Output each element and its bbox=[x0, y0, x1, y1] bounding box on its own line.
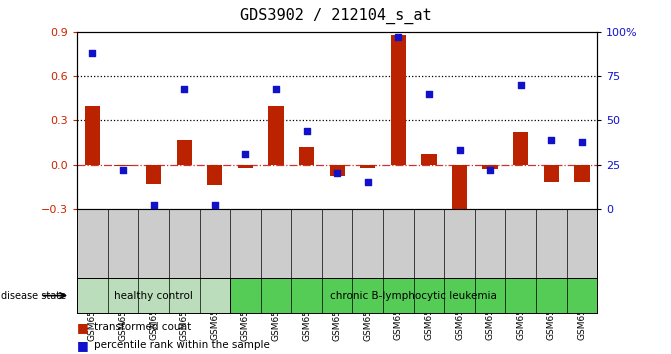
Text: percentile rank within the sample: percentile rank within the sample bbox=[94, 340, 270, 350]
Bar bbox=[513, 132, 528, 165]
Point bbox=[179, 86, 190, 91]
Bar bbox=[421, 154, 437, 165]
Text: transformed count: transformed count bbox=[94, 322, 191, 332]
Point bbox=[117, 167, 128, 173]
Bar bbox=[176, 139, 192, 165]
Point bbox=[301, 128, 312, 134]
Point bbox=[87, 50, 98, 56]
Text: ■: ■ bbox=[77, 321, 89, 334]
Bar bbox=[482, 165, 498, 169]
Point bbox=[332, 171, 343, 176]
Point bbox=[393, 34, 404, 40]
Point bbox=[576, 139, 587, 144]
Bar bbox=[77, 278, 230, 313]
Point bbox=[515, 82, 526, 88]
Bar bbox=[299, 147, 314, 165]
Point bbox=[240, 151, 251, 157]
Point bbox=[546, 137, 557, 143]
Bar bbox=[391, 35, 406, 165]
Bar bbox=[452, 165, 467, 209]
Text: GDS3902 / 212104_s_at: GDS3902 / 212104_s_at bbox=[240, 7, 431, 24]
Text: disease state: disease state bbox=[1, 291, 66, 301]
Bar bbox=[115, 165, 131, 166]
Bar bbox=[230, 278, 597, 313]
Text: healthy control: healthy control bbox=[114, 291, 193, 301]
Bar bbox=[146, 165, 161, 184]
Bar bbox=[238, 165, 253, 167]
Bar bbox=[329, 165, 345, 176]
Point bbox=[454, 148, 465, 153]
Point bbox=[423, 91, 434, 97]
Point bbox=[270, 86, 281, 91]
Text: chronic B-lymphocytic leukemia: chronic B-lymphocytic leukemia bbox=[330, 291, 497, 301]
Point bbox=[484, 167, 495, 173]
Bar bbox=[85, 105, 100, 165]
Point bbox=[209, 202, 220, 208]
Point bbox=[148, 202, 159, 208]
Bar bbox=[268, 105, 284, 165]
Bar bbox=[544, 165, 559, 182]
Point bbox=[362, 179, 373, 185]
Bar bbox=[574, 165, 590, 182]
Bar bbox=[360, 165, 375, 167]
Bar bbox=[207, 165, 223, 185]
Text: ■: ■ bbox=[77, 339, 89, 352]
